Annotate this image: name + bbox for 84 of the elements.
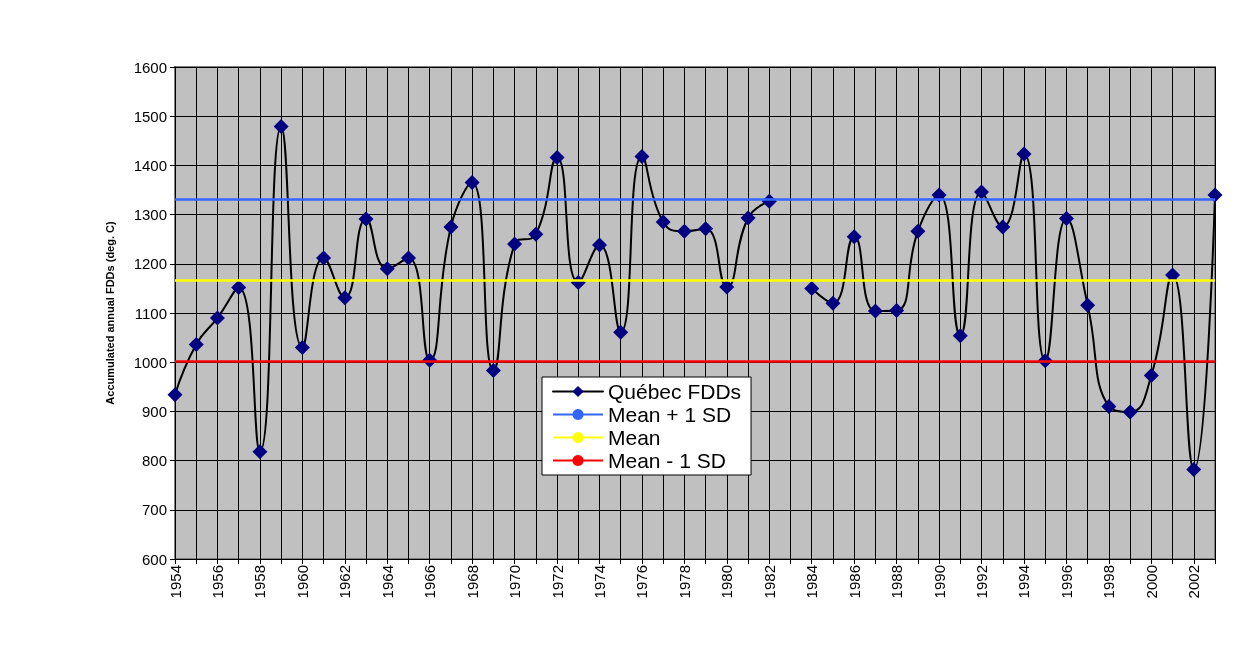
point xyxy=(634,149,650,165)
point xyxy=(804,280,820,296)
y-tick-label: 1000 xyxy=(133,353,167,371)
x-tick-label: 1990 xyxy=(930,565,948,599)
point xyxy=(167,387,183,403)
y-tick-label: 800 xyxy=(141,452,167,470)
x-tick-label: 2000 xyxy=(1142,565,1160,599)
point xyxy=(400,250,416,266)
point xyxy=(1080,297,1096,313)
x-tick-label: 1958 xyxy=(251,565,269,599)
point xyxy=(1122,404,1138,420)
x-tick-label: 1980 xyxy=(718,565,736,599)
point xyxy=(273,119,289,135)
point xyxy=(549,150,565,166)
point xyxy=(846,229,862,245)
y-tick-label: 700 xyxy=(141,501,167,519)
point xyxy=(995,219,1011,235)
x-tick-label: 1966 xyxy=(421,565,439,599)
x-tick-label: 1994 xyxy=(1015,565,1033,599)
point xyxy=(613,324,629,340)
legend-label: Mean xyxy=(608,426,661,449)
point xyxy=(379,261,395,277)
point xyxy=(188,336,204,352)
x-tick-label: 1982 xyxy=(760,565,778,599)
x-tick-label: 1956 xyxy=(208,565,226,599)
y-tick-label: 1200 xyxy=(133,255,167,273)
y-tick-label: 1100 xyxy=(134,304,167,322)
point xyxy=(825,295,841,311)
x-tick-label: 1992 xyxy=(973,565,991,599)
x-tick-label: 1998 xyxy=(1100,565,1118,599)
y-tick-label: 1500 xyxy=(133,107,167,125)
x-tick-label: 1996 xyxy=(1057,565,1075,599)
point xyxy=(591,237,607,253)
x-tick-label: 1962 xyxy=(336,565,354,599)
point xyxy=(1186,461,1202,477)
x-tick-label: 1984 xyxy=(803,565,821,599)
legend-label: Mean - 1 SD xyxy=(608,449,726,472)
x-tick-label: 1964 xyxy=(378,565,396,599)
point xyxy=(676,223,692,239)
point xyxy=(1058,211,1074,227)
x-tick-label: 1986 xyxy=(845,565,863,599)
point xyxy=(889,303,905,319)
point xyxy=(316,250,332,266)
x-tick-label: 1974 xyxy=(590,565,608,599)
x-tick-label: 1972 xyxy=(548,565,566,599)
point xyxy=(209,310,225,326)
x-tick-label: 1978 xyxy=(675,565,693,599)
point xyxy=(1101,398,1117,414)
point xyxy=(740,210,756,226)
point xyxy=(528,226,544,242)
point xyxy=(443,219,459,235)
x-tick-label: 1954 xyxy=(166,565,184,599)
x-tick-label: 1960 xyxy=(293,565,311,599)
point xyxy=(464,175,480,191)
y-axis-title: Accumulated annual FDDs (deg. C) xyxy=(103,220,116,405)
point xyxy=(867,303,883,319)
y-tick-label: 1400 xyxy=(133,156,167,174)
point xyxy=(655,214,671,230)
point xyxy=(252,444,268,460)
x-tick-label: 1968 xyxy=(463,565,481,599)
point xyxy=(231,279,247,295)
x-tick-label: 1976 xyxy=(633,565,651,599)
point xyxy=(294,339,310,355)
point xyxy=(1016,146,1032,162)
x-tick-label: 2002 xyxy=(1185,565,1203,599)
y-tick-label: 600 xyxy=(141,550,167,568)
y-tick-label: 1300 xyxy=(133,206,167,224)
point xyxy=(1143,367,1159,383)
point xyxy=(974,184,990,200)
y-tick-label: 1600 xyxy=(133,58,167,76)
legend-label: Québec FDDs xyxy=(608,380,742,403)
point xyxy=(698,221,714,237)
point xyxy=(952,328,968,344)
point xyxy=(358,211,374,227)
y-tick-label: 900 xyxy=(141,402,167,420)
x-tick-label: 1970 xyxy=(506,565,524,599)
point xyxy=(507,236,523,252)
legend-label: Mean + 1 SD xyxy=(608,403,732,426)
point xyxy=(337,290,353,306)
point xyxy=(719,279,735,295)
point xyxy=(910,223,926,239)
point xyxy=(485,363,501,379)
point xyxy=(1207,187,1223,203)
x-tick-label: 1988 xyxy=(888,565,906,599)
